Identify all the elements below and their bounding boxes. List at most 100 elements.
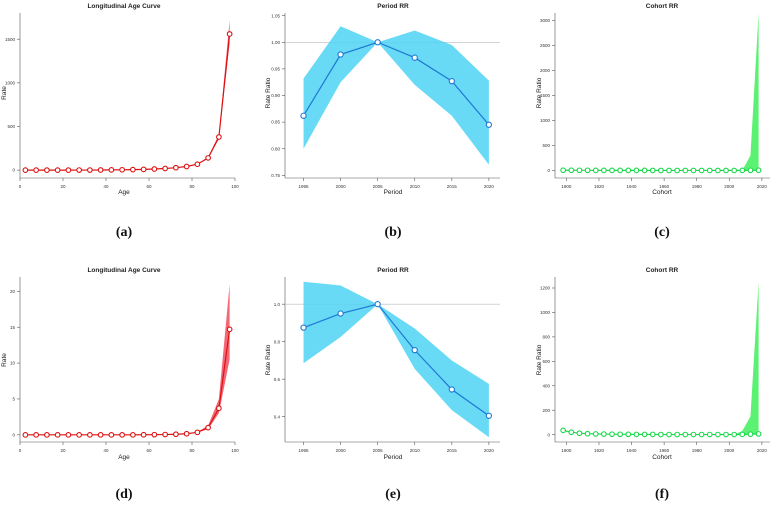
panel-a-data-point: [22, 167, 29, 173]
panel-c-data-point: [698, 167, 705, 174]
panel-d-x-tick-label: 0: [19, 448, 22, 453]
panel-b-label: (b): [384, 225, 401, 240]
panel-f-x-tick-label: 1900: [561, 448, 572, 453]
panel-c-data-point: [706, 167, 713, 174]
panel-c-y-tick-label: 2000: [540, 68, 551, 73]
panel-f-y-tick-label: 1200: [540, 286, 551, 291]
panel-c-x-axis-label: Cohort: [652, 189, 672, 196]
panel-b-y-tick-label: 0.90: [271, 93, 280, 98]
panel-b-data-point: [448, 77, 455, 85]
panel-e-label: (e): [385, 487, 401, 502]
panel-f-y-tick-label: 200: [542, 408, 550, 413]
panel-f-data-point: [601, 431, 607, 437]
panel-d-y-tick-label: 15: [10, 325, 16, 330]
panel-c-y-tick-label: 1000: [540, 118, 551, 123]
panel-d-x-tick-label: 100: [231, 448, 239, 453]
panel-a-data-point: [97, 167, 104, 173]
panel-c-x-tick-label: 2020: [757, 184, 768, 189]
panel-c-data-point: [633, 167, 640, 174]
panel-d-data-point: [54, 431, 61, 438]
panel-a-data-point: [44, 167, 50, 173]
panel-a-y-tick-label: 500: [7, 124, 15, 129]
panel-e-data-point: [300, 324, 307, 331]
panel-d-y-tick-label: 5: [12, 397, 15, 402]
panel-f-title: Cohort RR: [646, 267, 679, 274]
panel-f-data-point: [568, 429, 575, 436]
panel-c-data-point: [609, 167, 615, 174]
panel-f-data-point: [576, 430, 583, 437]
panel-a-title: Longitudinal Age Curve: [87, 3, 160, 10]
panel-c-data-point: [576, 167, 583, 174]
panel-c-x-tick-label: 1900: [561, 184, 572, 189]
panel-b-y-tick-label: 1.00: [271, 40, 280, 45]
panel-f-data-point: [747, 431, 754, 438]
panel-b-x-tick-label: 2020: [484, 184, 495, 189]
panel-a-y-axis-label: Rate: [1, 86, 8, 100]
panel-b-x-tick-label: 2010: [410, 184, 421, 189]
panel-b-data-point: [300, 112, 307, 119]
panel-f-y-axis-label: Rate Ratio: [536, 344, 543, 375]
panel-e-x-tick-label: 2005: [373, 448, 384, 453]
panel-c-data-point: [747, 167, 754, 174]
panel-b-title: Period RR: [377, 3, 409, 10]
panel-e: Period RR Period Rate Ratio 1995 2000 2005…: [265, 267, 500, 502]
panel-c-title: Cohort RR: [646, 3, 679, 10]
panel-d-data-point: [44, 431, 50, 438]
panel-e-title: Period RR: [377, 267, 409, 274]
panel-e-x-tick-label: 2010: [410, 448, 421, 453]
panel-c-data-point: [674, 167, 681, 174]
panel-d-x-tick-label: 40: [103, 448, 109, 453]
panel-d-data-point: [22, 431, 29, 438]
panel-d-data-point: [226, 326, 233, 333]
panel-c-data-point: [625, 167, 632, 174]
panel-c-x-tick-label: 1920: [594, 184, 605, 189]
panel-c-data-point: [584, 167, 591, 174]
panel-f-x-tick-label: 1940: [627, 448, 638, 453]
panel-c-plot-area: 1900 1920 1940 1960 1980 2000 2020 0 500 1000 1500…: [540, 13, 770, 189]
panel-c-x-tick-label: 1940: [627, 184, 638, 189]
panel-d-y-tick-label: 10: [10, 361, 16, 366]
panel-f-plot-area: 1900 1920 1940 1960 1980 2000 2020 0 200 400 600 80…: [540, 277, 770, 453]
panel-d-data-point: [119, 431, 125, 438]
panel-d-x-tick-label: 20: [60, 448, 66, 453]
panel-f-data-point: [584, 430, 591, 437]
panel-b-x-tick-label: 1995: [299, 184, 310, 189]
panel-a-data-point: [205, 155, 211, 161]
panel-f-x-tick-label: 2000: [724, 448, 735, 453]
panel-c-data-point: [592, 167, 599, 174]
panel-f-data-point: [617, 431, 624, 438]
panel-d-data-point: [216, 405, 222, 412]
panel-c-y-tick-label: 0: [547, 168, 550, 173]
panel-f-data-point: [674, 431, 681, 438]
panel-f-y-tick-label: 400: [542, 383, 550, 388]
panel-e-y-axis-label: Rate Ratio: [265, 344, 272, 375]
panel-d-plot-area: 0 20 40 60 80 100 0 5 10 15 20: [10, 277, 239, 453]
panel-b-y-axis-label: Rate Ratio: [265, 77, 272, 108]
panel-d-data-point: [173, 431, 179, 438]
panel-c-data-point: [755, 167, 762, 174]
panel-a-x-tick-label: 40: [103, 184, 109, 189]
panel-f: Cohort RR Cohort Rate Ratio 1900 1920 1940…: [536, 267, 770, 502]
panel-f-y-tick-label: 800: [542, 334, 550, 339]
panel-d-data-point: [130, 431, 136, 438]
panel-c-data-point: [682, 167, 689, 174]
panel-a-data-point: [194, 161, 201, 168]
panel-f-x-tick-label: 2020: [757, 448, 768, 453]
panel-e-x-tick-label: 2020: [484, 448, 495, 453]
panel-c-data-point: [715, 167, 721, 174]
panel-f-data-point: [698, 431, 705, 438]
panel-f-x-tick-label: 1920: [594, 448, 605, 453]
panel-c-data-point: [690, 167, 697, 174]
panel-f-data-point: [706, 431, 713, 438]
panel-f-data-point: [739, 431, 746, 438]
panel-e-data-point: [448, 386, 455, 393]
panel-e-data-point: [337, 310, 344, 317]
panel-a-data-point: [173, 164, 179, 171]
panel-f-y-tick-label: 0: [547, 432, 550, 437]
panel-b-y-tick-label: 0.75: [271, 173, 280, 178]
panel-b-data-point: [485, 121, 493, 128]
panel-d-data-point: [76, 431, 82, 438]
panel-f-x-tick-label: 1960: [659, 448, 670, 453]
panel-f-data-point: [592, 431, 599, 437]
panel-b-y-tick-label: 0.85: [271, 120, 280, 125]
